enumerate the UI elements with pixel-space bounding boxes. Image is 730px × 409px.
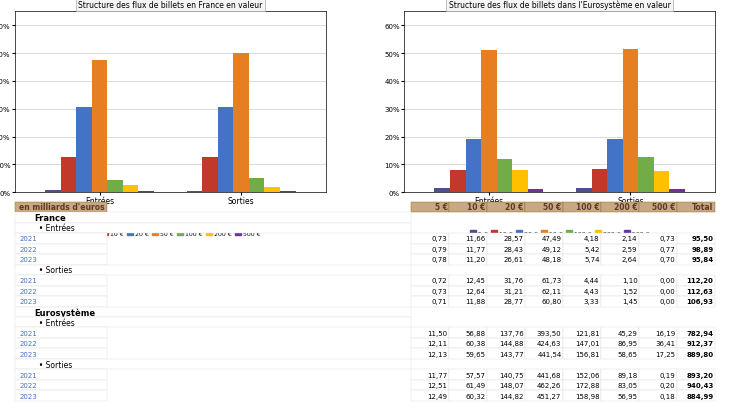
Bar [107,180,123,193]
Bar [139,191,154,193]
Bar [280,192,296,193]
Bar [92,61,107,193]
Title: Structure des flux de billets dans l'Eurosystème en valeur: Structure des flux de billets dans l'Eur… [449,1,671,10]
Bar [45,191,61,193]
Bar [218,108,234,193]
Bar [528,190,543,193]
Bar [249,179,264,193]
Bar [638,158,654,193]
Bar [623,50,638,193]
Title: Structure des flux de billets en France en valeur: Structure des flux de billets en France … [78,1,263,10]
Bar [481,51,496,193]
Bar [450,171,466,193]
Bar [76,108,92,193]
Bar [512,171,528,193]
Bar [187,191,202,193]
Bar [202,158,218,193]
Bar [607,140,623,193]
Bar [123,186,139,193]
Bar [669,190,685,193]
Legend: 5 €, 10 €, 20 €, 50 €, 100 €, 200 €, 500 €: 5 €, 10 €, 20 €, 50 €, 100 €, 200 €, 500… [78,228,263,239]
Bar [654,172,669,193]
Bar [234,54,249,193]
Bar [434,189,450,193]
Legend: 5 €, 10 €, 20 €, 50 €, 100 €, 200 €, 500 €: 5 €, 10 €, 20 €, 50 €, 100 €, 200 €, 500… [467,228,652,239]
Bar [61,158,76,193]
Bar [466,140,481,193]
Bar [591,169,607,193]
Bar [264,187,280,193]
Bar [576,189,591,193]
Bar [496,160,512,193]
